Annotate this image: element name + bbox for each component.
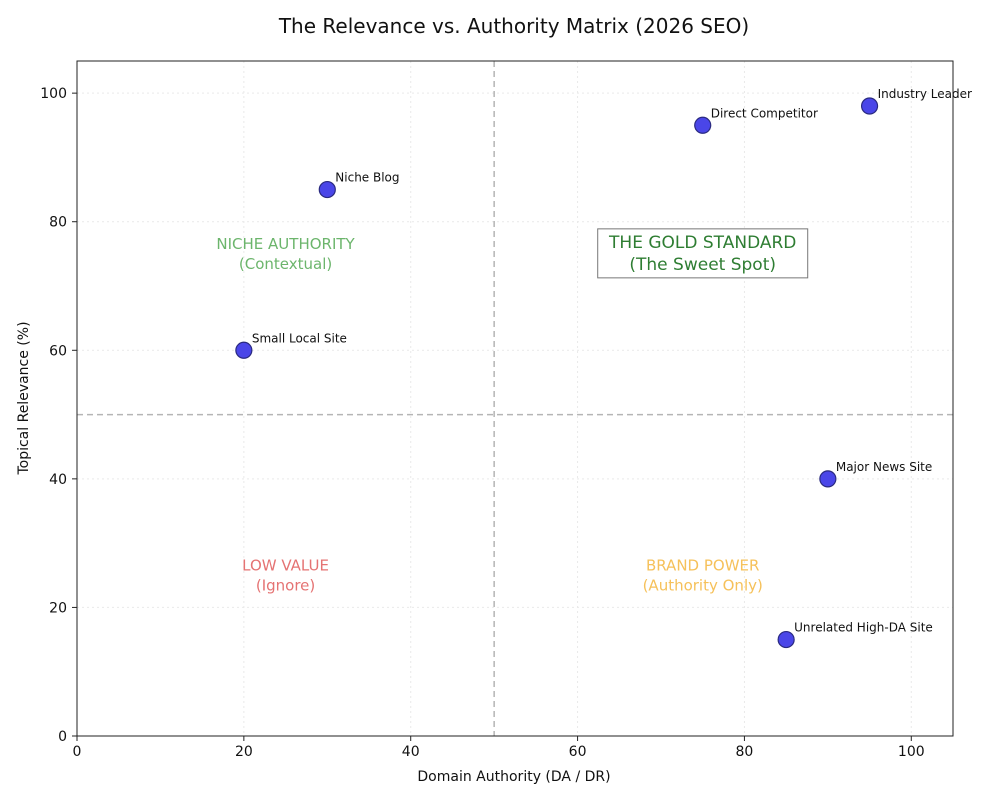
data-point-group: Unrelated High-DA Site — [777, 621, 933, 649]
grid-layer — [76, 61, 953, 737]
data-point-group: Direct Competitor — [694, 106, 818, 134]
quadrant-label-line: BRAND POWER — [646, 556, 760, 574]
data-point — [318, 180, 336, 199]
data-point — [235, 341, 253, 359]
quadrant-label-brand-power: BRAND POWER (Authority Only) — [643, 556, 763, 594]
data-point — [819, 470, 837, 488]
quadrant-label-line: THE GOLD STANDARD — [608, 233, 796, 253]
chart-title: The Relevance vs. Authority Matrix (2026… — [278, 14, 749, 38]
quadrant-label-line: (Authority Only) — [643, 576, 763, 594]
quadrant-label-gold-standard: THE GOLD STANDARD(The Sweet Spot) — [597, 228, 809, 279]
x-tick-label: 20 — [235, 744, 253, 760]
data-points: Niche Blog Small Local Site Direct Competi… — [235, 87, 972, 649]
quadrant-label-line: NICHE AUTHORITY — [216, 235, 355, 253]
data-point-label: Direct Competitor — [711, 106, 818, 120]
data-point-label: Major News Site — [836, 460, 932, 474]
data-point-group: Niche Blog — [318, 171, 400, 199]
y-tick-label: 100 — [40, 86, 67, 102]
x-tick-label: 60 — [569, 744, 587, 760]
x-tick-label: 0 — [73, 744, 82, 760]
data-point — [860, 97, 879, 115]
data-point-label: Niche Blog — [335, 171, 399, 185]
quadrant-label-niche-authority: NICHE AUTHORITY (Contextual) — [216, 235, 355, 273]
data-point-label: Unrelated High-DA Site — [794, 621, 933, 635]
quadrant-label-line: LOW VALUE — [242, 556, 329, 574]
data-point-group: Industry Leader — [860, 87, 972, 115]
y-tick-label: 60 — [49, 343, 67, 359]
y-axis-label: Topical Relevance (%) — [16, 321, 32, 475]
y-tick-label: 0 — [58, 729, 67, 745]
y-tick-label: 20 — [49, 600, 67, 616]
data-point — [777, 630, 795, 649]
y-tick-label: 40 — [49, 472, 67, 488]
quadrant-label-line: (Ignore) — [256, 576, 315, 594]
data-point — [694, 116, 712, 134]
quadrant-label-line: (Contextual) — [239, 255, 332, 273]
quadrant-label-line: (The Sweet Spot) — [629, 255, 776, 275]
x-axis-label: Domain Authority (DA / DR) — [417, 769, 610, 785]
plot-frame — [76, 60, 954, 737]
data-point-label: Industry Leader — [878, 87, 972, 101]
x-tick-label: 80 — [736, 744, 754, 760]
y-tick-label: 80 — [49, 215, 67, 231]
x-tick-label: 100 — [898, 744, 925, 760]
data-point-label: Small Local Site — [252, 331, 347, 345]
quadrant-label-low-value: LOW VALUE (Ignore) — [242, 556, 329, 594]
quadrant-label-box — [597, 228, 809, 279]
data-point-group: Major News Site — [819, 460, 932, 488]
quadrant-labels: NICHE AUTHORITY (Contextual) THE GOLD STAN… — [216, 228, 809, 594]
reference-lines — [77, 61, 953, 736]
x-tick-label: 40 — [402, 744, 420, 760]
axis-ticks: 0 20 40 60 80 100 0 20 40 60 80 100 — [40, 86, 924, 760]
data-point-group: Small Local Site — [235, 331, 347, 359]
